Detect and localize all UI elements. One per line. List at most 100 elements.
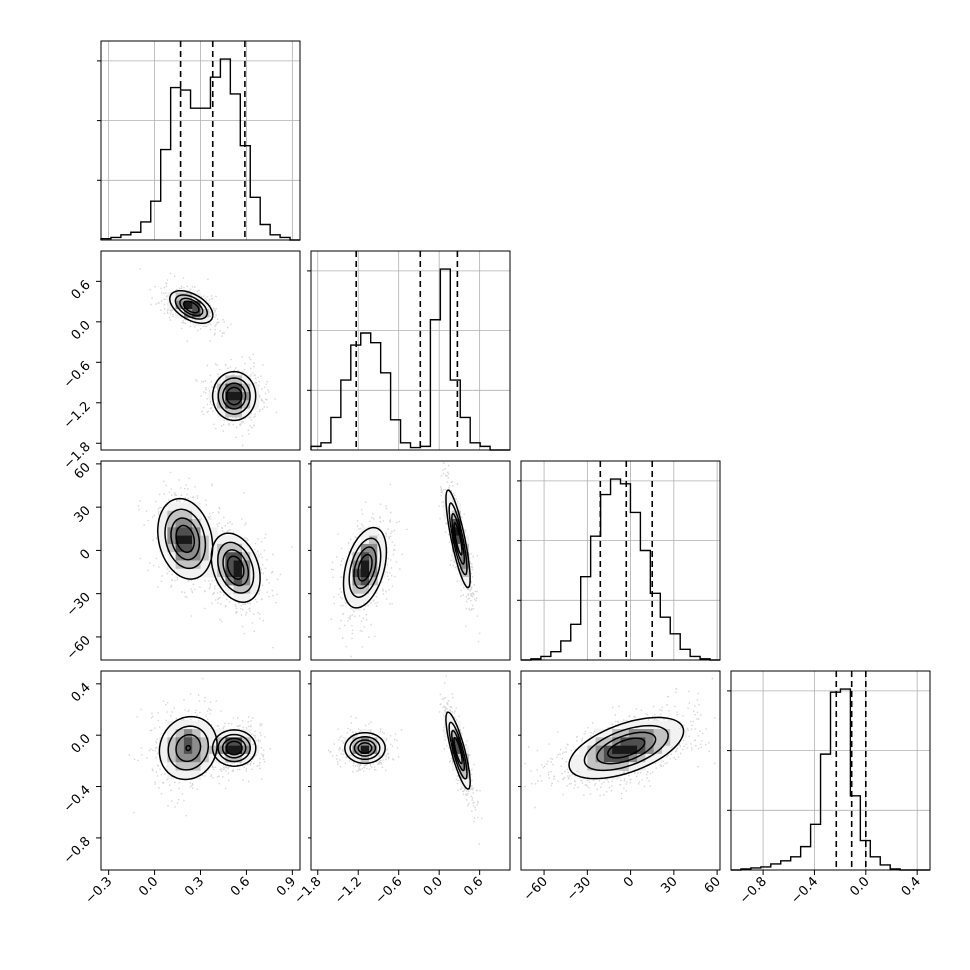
contour-line bbox=[342, 526, 388, 609]
density-cell bbox=[225, 400, 235, 410]
density-cell bbox=[183, 552, 193, 561]
density-cell bbox=[250, 560, 260, 570]
contour-line bbox=[583, 724, 669, 772]
contour-line bbox=[222, 382, 247, 410]
density-cell bbox=[377, 745, 387, 755]
contour-line bbox=[185, 744, 192, 752]
density-cell bbox=[175, 762, 185, 771]
contour-line bbox=[451, 513, 466, 565]
density-cell bbox=[183, 762, 193, 771]
density-cell bbox=[233, 577, 243, 586]
density-cell bbox=[192, 729, 201, 738]
density-cell bbox=[192, 568, 201, 578]
y-tick-label: −1.2 bbox=[61, 399, 94, 432]
density-cell bbox=[167, 560, 177, 570]
density-cell bbox=[369, 745, 378, 755]
density-cell bbox=[653, 737, 663, 747]
contour-line bbox=[453, 522, 463, 556]
density-cell bbox=[233, 375, 243, 385]
density-cell bbox=[344, 745, 353, 755]
density-cell bbox=[217, 560, 226, 570]
density-cell bbox=[443, 712, 453, 722]
density-cell bbox=[233, 391, 243, 401]
density-cell bbox=[175, 720, 185, 730]
histogram-step bbox=[521, 478, 720, 661]
panel-frame bbox=[310, 250, 511, 451]
contour-line bbox=[445, 489, 471, 589]
density-cell bbox=[241, 568, 251, 578]
x-tick-label: 0.0 bbox=[136, 874, 161, 899]
hist-panel-1 bbox=[307, 250, 511, 451]
density-cell bbox=[233, 593, 243, 603]
hist-panel-0 bbox=[97, 40, 301, 241]
contour-line bbox=[211, 729, 257, 767]
contour-line bbox=[217, 541, 255, 594]
density-cell bbox=[587, 753, 597, 763]
contour-line bbox=[353, 546, 377, 590]
contour-line bbox=[156, 497, 214, 580]
density-cell bbox=[217, 737, 226, 747]
density-cell bbox=[192, 292, 201, 302]
density-cell bbox=[360, 593, 370, 603]
panel-frame bbox=[100, 460, 301, 661]
density-cell bbox=[360, 568, 370, 578]
density-cell bbox=[241, 543, 251, 553]
density-cell bbox=[167, 745, 177, 755]
density-cell bbox=[570, 762, 580, 771]
density-cell bbox=[241, 593, 251, 603]
density-cell bbox=[217, 400, 226, 410]
panel-frame bbox=[100, 40, 301, 241]
density-cell bbox=[175, 568, 185, 578]
contour-line bbox=[349, 735, 381, 761]
density-cell bbox=[460, 568, 470, 578]
x-tick-label: 30 bbox=[658, 874, 680, 896]
contour-line bbox=[217, 377, 251, 415]
x-tick-label: 0.4 bbox=[899, 874, 924, 899]
density-cell bbox=[344, 568, 353, 578]
density-cell bbox=[167, 292, 177, 302]
density-cell bbox=[183, 300, 193, 310]
histogram-step bbox=[310, 268, 510, 451]
x-tick-label: −0.8 bbox=[737, 874, 770, 907]
contour-line bbox=[445, 711, 471, 790]
density-cell bbox=[653, 720, 663, 730]
density-cell bbox=[217, 577, 226, 586]
density-cell bbox=[241, 375, 251, 385]
density-cell bbox=[183, 568, 193, 578]
scatter-points bbox=[139, 268, 278, 447]
contour-line bbox=[357, 742, 373, 754]
density-cell bbox=[620, 753, 630, 763]
scatter-panel-3-1 bbox=[310, 670, 511, 871]
density-cell bbox=[175, 519, 185, 528]
density-cell bbox=[670, 737, 680, 747]
density-cell bbox=[175, 309, 185, 318]
density-cell bbox=[352, 593, 362, 603]
density-cell bbox=[360, 753, 370, 763]
density-cell bbox=[159, 745, 168, 755]
density-cell bbox=[233, 543, 243, 553]
density-cell bbox=[183, 720, 193, 730]
density-cell bbox=[183, 543, 193, 553]
contour-line bbox=[174, 294, 208, 320]
density-cell bbox=[628, 745, 638, 755]
density-cell bbox=[225, 585, 235, 595]
y-tick-label: 0.4 bbox=[69, 680, 94, 705]
density-cell bbox=[612, 737, 621, 747]
density-cell bbox=[217, 753, 226, 763]
density-cell bbox=[200, 527, 210, 537]
density-cell bbox=[175, 510, 185, 520]
density-cell bbox=[612, 770, 621, 780]
density-cell bbox=[208, 729, 218, 738]
contour-line bbox=[179, 297, 204, 317]
density-cell bbox=[661, 720, 671, 730]
density-cell bbox=[225, 745, 235, 755]
x-tick-label: −0.6 bbox=[373, 874, 406, 907]
panel-content bbox=[139, 268, 278, 447]
density-cell bbox=[377, 560, 387, 570]
y-tick-label: −60 bbox=[64, 633, 94, 663]
x-tick-label: 0.6 bbox=[461, 874, 486, 899]
density-cell bbox=[183, 519, 193, 528]
density-cell bbox=[192, 560, 201, 570]
density-cell bbox=[233, 568, 243, 578]
density-cell bbox=[233, 552, 243, 561]
